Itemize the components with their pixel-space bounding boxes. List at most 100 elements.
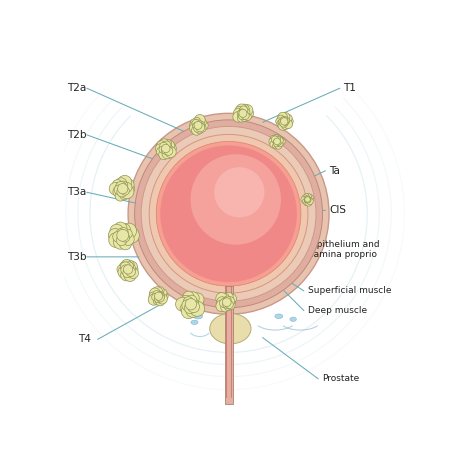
- Circle shape: [305, 197, 310, 202]
- Ellipse shape: [290, 317, 296, 322]
- Circle shape: [115, 181, 127, 193]
- Circle shape: [120, 185, 134, 199]
- Circle shape: [191, 119, 198, 126]
- Circle shape: [128, 268, 138, 279]
- Circle shape: [152, 293, 159, 301]
- Text: T2b: T2b: [67, 130, 87, 140]
- Circle shape: [190, 122, 197, 129]
- Text: CIS: CIS: [329, 205, 346, 215]
- Circle shape: [128, 113, 329, 314]
- Circle shape: [175, 297, 190, 311]
- Circle shape: [125, 184, 135, 193]
- Circle shape: [164, 147, 173, 155]
- Circle shape: [196, 127, 203, 134]
- Circle shape: [269, 138, 276, 145]
- Circle shape: [286, 118, 293, 125]
- Circle shape: [160, 292, 168, 300]
- Circle shape: [226, 301, 233, 308]
- Circle shape: [124, 262, 134, 272]
- Circle shape: [190, 123, 199, 133]
- Circle shape: [223, 302, 229, 308]
- Circle shape: [197, 121, 204, 128]
- Circle shape: [270, 141, 276, 148]
- Circle shape: [164, 139, 172, 147]
- Circle shape: [157, 287, 164, 294]
- Circle shape: [153, 291, 160, 298]
- Circle shape: [233, 108, 244, 118]
- Circle shape: [239, 104, 249, 114]
- Circle shape: [119, 181, 128, 190]
- Circle shape: [282, 116, 288, 123]
- Text: Ta: Ta: [329, 166, 340, 176]
- Circle shape: [149, 288, 161, 299]
- Circle shape: [222, 298, 231, 307]
- Circle shape: [112, 180, 123, 190]
- Circle shape: [216, 300, 228, 312]
- Circle shape: [270, 135, 277, 143]
- Circle shape: [307, 194, 313, 201]
- Circle shape: [123, 179, 134, 190]
- Ellipse shape: [193, 314, 202, 319]
- Circle shape: [184, 302, 196, 314]
- Circle shape: [155, 296, 165, 306]
- Circle shape: [224, 292, 233, 302]
- Circle shape: [125, 260, 134, 269]
- Circle shape: [227, 298, 236, 307]
- Text: T2a: T2a: [67, 83, 86, 93]
- Circle shape: [302, 195, 308, 200]
- Text: T3a: T3a: [67, 187, 86, 197]
- Circle shape: [304, 200, 309, 206]
- Circle shape: [130, 265, 138, 274]
- Circle shape: [109, 182, 122, 195]
- Circle shape: [159, 150, 169, 159]
- Circle shape: [196, 123, 205, 132]
- Circle shape: [191, 293, 204, 307]
- Circle shape: [185, 299, 197, 310]
- Circle shape: [117, 229, 128, 241]
- Circle shape: [193, 123, 200, 130]
- Circle shape: [285, 115, 292, 122]
- Circle shape: [186, 292, 199, 305]
- Circle shape: [159, 142, 168, 151]
- Circle shape: [180, 303, 190, 314]
- Circle shape: [283, 120, 288, 125]
- Circle shape: [188, 298, 199, 309]
- Circle shape: [121, 260, 131, 269]
- Circle shape: [237, 115, 245, 122]
- Circle shape: [119, 190, 130, 200]
- Circle shape: [119, 262, 128, 270]
- Circle shape: [304, 198, 309, 202]
- Circle shape: [123, 265, 133, 274]
- Circle shape: [155, 292, 163, 300]
- Circle shape: [241, 114, 248, 122]
- Circle shape: [190, 301, 205, 316]
- Circle shape: [165, 146, 176, 158]
- Circle shape: [120, 262, 130, 272]
- Circle shape: [282, 113, 290, 121]
- Circle shape: [191, 154, 281, 245]
- Circle shape: [110, 224, 124, 238]
- Circle shape: [122, 233, 134, 246]
- Circle shape: [274, 136, 281, 142]
- Circle shape: [154, 297, 161, 305]
- Circle shape: [275, 135, 281, 141]
- Circle shape: [149, 292, 157, 301]
- Circle shape: [113, 186, 124, 197]
- Circle shape: [238, 111, 246, 120]
- Circle shape: [126, 267, 136, 277]
- Circle shape: [243, 109, 250, 116]
- Circle shape: [118, 266, 130, 279]
- Circle shape: [120, 233, 130, 242]
- Circle shape: [109, 228, 122, 242]
- Circle shape: [190, 297, 204, 311]
- Circle shape: [156, 291, 164, 300]
- Circle shape: [276, 137, 283, 144]
- Circle shape: [159, 289, 167, 297]
- Circle shape: [227, 294, 237, 303]
- Circle shape: [273, 135, 279, 141]
- Circle shape: [127, 264, 136, 273]
- Circle shape: [114, 222, 127, 235]
- Text: Epithelium and
lamina proprio: Epithelium and lamina proprio: [311, 240, 380, 260]
- Circle shape: [182, 300, 193, 311]
- Circle shape: [282, 122, 290, 130]
